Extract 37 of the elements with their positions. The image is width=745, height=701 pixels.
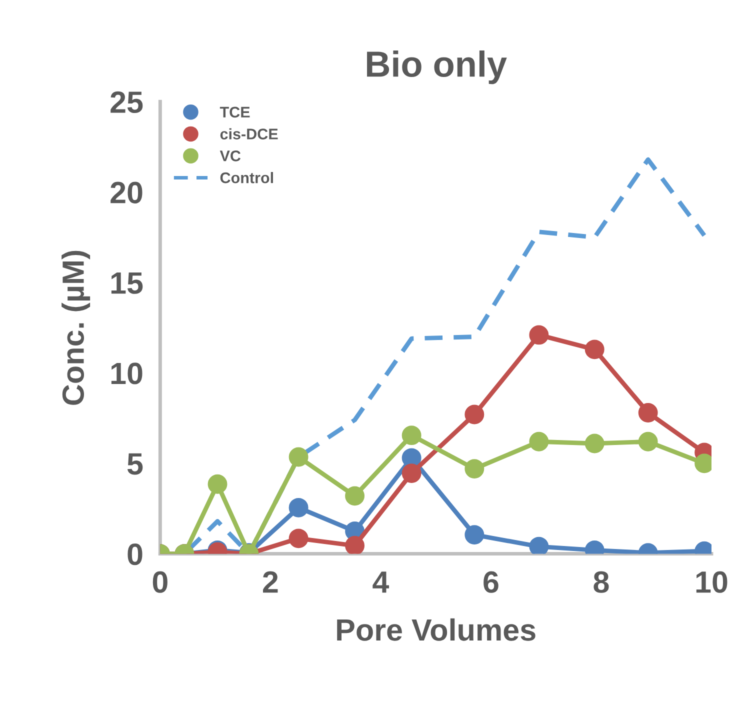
point	[529, 536, 549, 554]
legend-label: Control	[220, 172, 273, 184]
y-tick-label: 5	[127, 453, 143, 475]
y-tick-label: 20	[110, 182, 142, 204]
point	[345, 486, 365, 506]
y-tick-label: 0	[128, 544, 142, 566]
x-tick-label: 0	[152, 571, 168, 593]
x-tick-label: 10	[696, 571, 728, 593]
point	[208, 474, 228, 494]
point	[529, 325, 549, 345]
point	[584, 340, 604, 360]
point	[402, 464, 422, 484]
point	[288, 447, 308, 467]
x-tick-label: 2	[263, 571, 278, 593]
point	[638, 432, 658, 452]
point	[584, 434, 604, 454]
point	[529, 432, 549, 452]
y-axis-title: Conc. (µM)	[62, 250, 90, 405]
point	[638, 403, 658, 422]
point	[288, 528, 308, 548]
y-tick-label: 10	[111, 362, 142, 384]
point	[464, 525, 484, 545]
y-tick-label: 25	[110, 91, 143, 114]
point	[288, 498, 308, 518]
point	[464, 459, 484, 479]
x-tick-label: 6	[484, 571, 498, 593]
legend-label: VC	[220, 150, 241, 162]
chart-title: Bio only	[367, 50, 507, 84]
legend-label: cis-DCE	[220, 128, 278, 140]
point	[402, 426, 422, 446]
x-tick-label: 8	[594, 571, 609, 593]
y-tick-label: 15	[111, 272, 143, 294]
legend-label: TCE	[220, 106, 250, 118]
point	[464, 404, 484, 424]
x-tick-label: 4	[372, 572, 390, 593]
point	[345, 536, 365, 554]
x-axis-title: Pore Volumes	[337, 618, 536, 641]
